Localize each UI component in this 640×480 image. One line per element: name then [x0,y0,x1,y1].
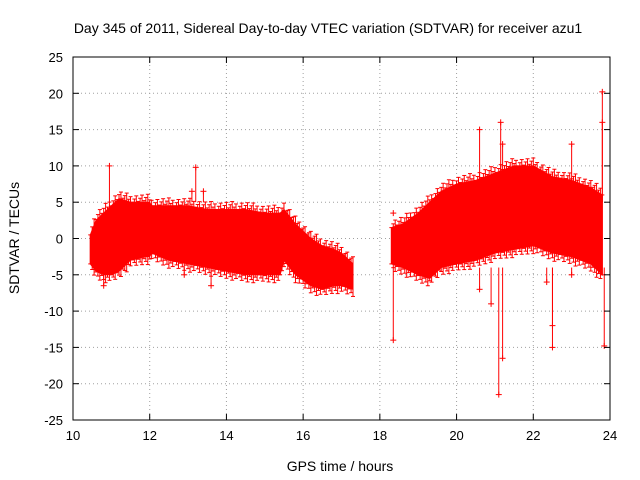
axes: 10 12 14 16 18 20 22 24 -25 -20 -15 -10 -5 0 5 10 15 20 25 [44,50,617,443]
y-tick-label: -20 [44,377,63,392]
x-tick-label: 10 [66,428,80,443]
y-tick-label: 15 [49,123,63,138]
x-tick-label: 12 [142,428,156,443]
y-tick-label: 0 [56,232,63,247]
y-tick-label: -25 [44,413,63,428]
x-tick-label: 14 [219,428,233,443]
y-tick-label: -5 [51,268,63,283]
x-tick-label: 18 [373,428,387,443]
y-axis-label: SDTVAR / TECUs [6,182,22,294]
x-tick-label: 22 [526,428,540,443]
x-tick-label: 16 [296,428,310,443]
chart-title: Day 345 of 2011, Sidereal Day-to-day VTE… [74,20,583,36]
y-tick-label: 10 [49,159,63,174]
x-tick-label: 24 [603,428,617,443]
x-axis-label: GPS time / hours [287,458,394,474]
y-tick-label: -15 [44,340,63,355]
plot-area [88,88,608,398]
series-envelope [89,198,354,290]
y-tick-label: 25 [49,50,63,65]
y-tick-label: 20 [49,86,63,101]
y-tick-label: -10 [44,304,63,319]
x-tick-label: 20 [449,428,463,443]
y-tick-label: 5 [56,195,63,210]
